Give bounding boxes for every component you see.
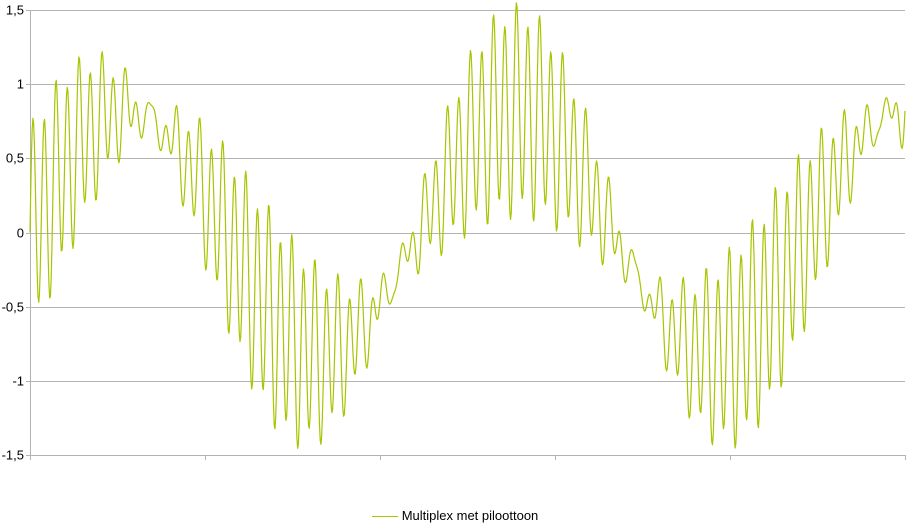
axes [26, 10, 905, 460]
y-tick-label: 0 [17, 226, 24, 241]
legend: Multiplex met piloottoon [0, 508, 910, 523]
series-line [29, 2, 906, 449]
y-tick-labels: 1,5 1 0,5 0 -0,5 -1 -1,5 [2, 3, 24, 463]
y-tick-label: 1,5 [6, 3, 24, 18]
y-tick-label: -1,5 [2, 448, 24, 463]
y-tick-label: 0,5 [6, 151, 24, 166]
y-tick-label: 1 [17, 77, 24, 92]
x-ticks [30, 455, 906, 460]
series-layer [29, 2, 906, 449]
y-tick-label: -0,5 [2, 300, 24, 315]
y-tick-label: -1 [12, 374, 24, 389]
legend-swatch [371, 516, 398, 518]
legend-label: Multiplex met piloottoon [401, 508, 539, 523]
